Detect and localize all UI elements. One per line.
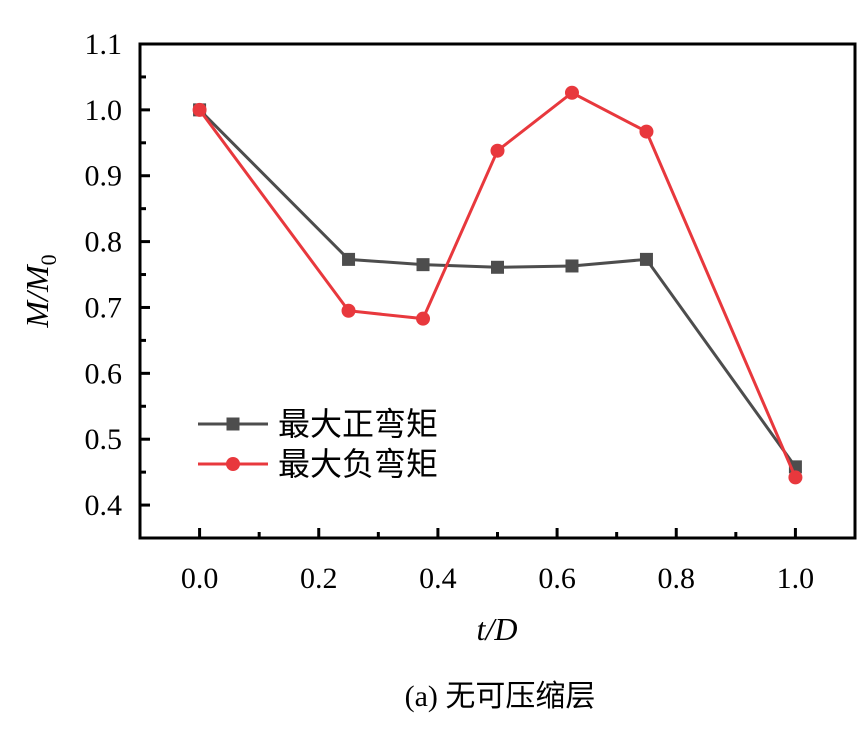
y-tick-label: 0.6: [85, 357, 123, 390]
y-tick-label: 0.9: [85, 160, 123, 193]
data-point: [639, 124, 654, 139]
x-axis-label: t/D: [477, 611, 518, 647]
x-tick-label: 0.6: [538, 562, 576, 595]
y-axis-label: M/M0: [19, 254, 61, 328]
data-point: [342, 252, 356, 266]
y-tick-label: 1.1: [85, 28, 123, 61]
data-point: [416, 311, 431, 326]
data-point: [639, 252, 653, 266]
legend-marker: [226, 417, 240, 431]
y-tick-label: 0.4: [85, 489, 123, 522]
data-point: [788, 470, 803, 485]
x-tick-label: 0.2: [300, 562, 338, 595]
x-tick-label: 1.0: [777, 562, 815, 595]
data-point: [491, 260, 504, 274]
data-point: [490, 143, 505, 158]
data-point: [565, 259, 579, 273]
data-point: [564, 85, 579, 100]
legend-label: 最大正弯矩: [278, 406, 438, 442]
x-tick-label: 0.8: [658, 562, 696, 595]
y-tick-label: 1.0: [85, 94, 123, 127]
chart-caption: (a) 无可压缩层: [405, 680, 596, 713]
x-tick-label: 0.0: [181, 562, 219, 595]
x-tick-label: 0.4: [419, 562, 457, 595]
y-tick-label: 0.7: [85, 291, 123, 324]
y-tick-label: 0.8: [85, 226, 123, 259]
data-point: [416, 258, 430, 272]
data-point: [341, 303, 356, 318]
legend-marker: [226, 457, 240, 471]
legend-label: 最大负弯矩: [278, 446, 438, 482]
y-tick-label: 0.5: [85, 423, 123, 456]
data-point: [192, 102, 207, 117]
